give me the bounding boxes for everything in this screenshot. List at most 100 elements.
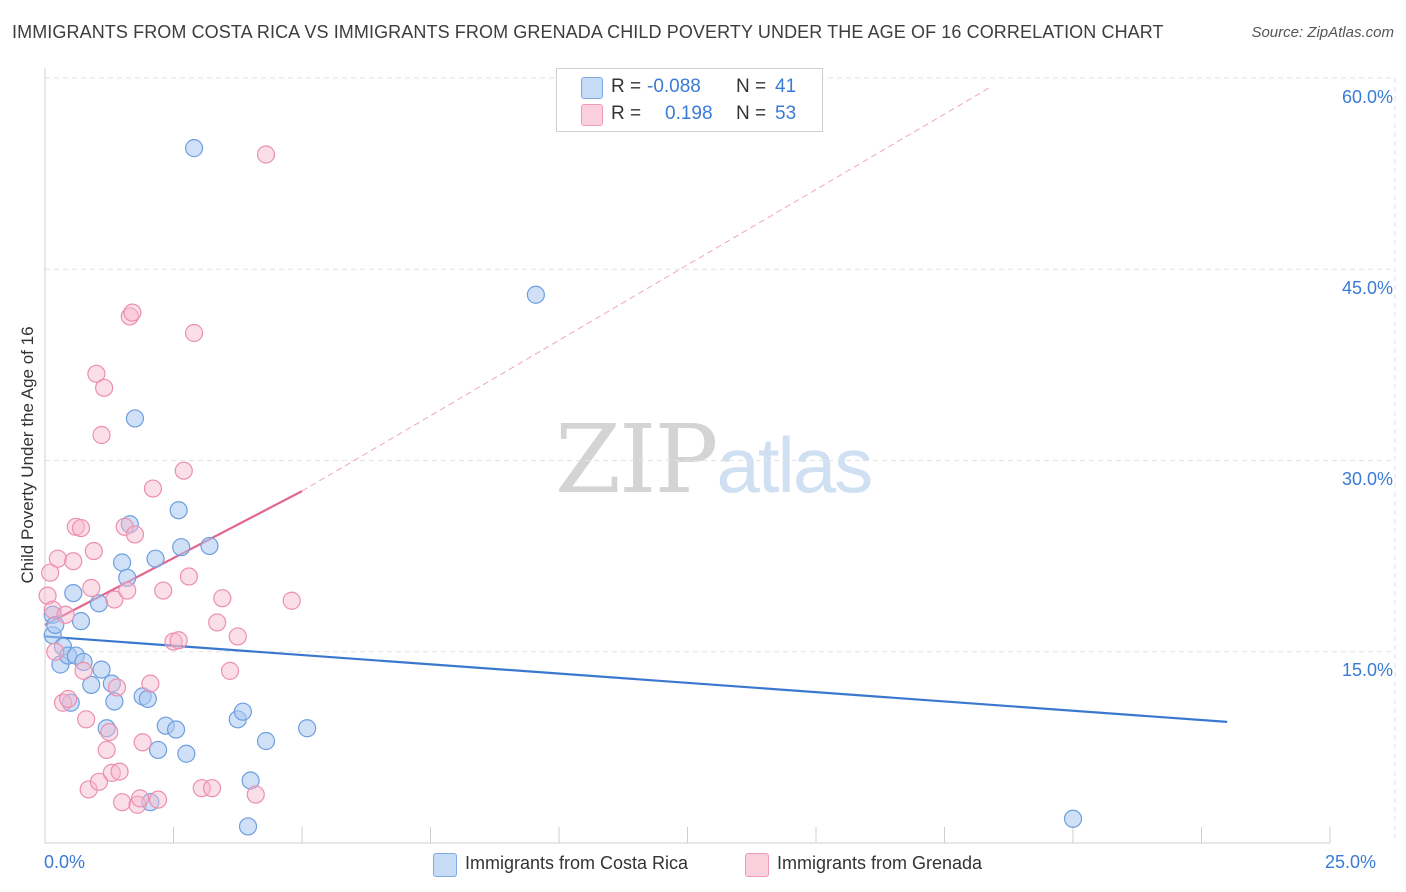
costa-rica-point <box>138 689 157 709</box>
y-tick-label: 15.0% <box>1341 660 1393 680</box>
legend-r-label: R = <box>611 76 642 97</box>
grenada-point <box>228 627 247 646</box>
grenada-point <box>71 518 91 538</box>
grenada-trend-extension <box>301 86 992 492</box>
grenada-point <box>100 722 119 742</box>
grenada-point <box>123 303 142 322</box>
grenada-point <box>282 591 301 610</box>
costa-rica-point <box>238 817 258 836</box>
grenada-trend-line <box>44 490 303 626</box>
costa-rica-point <box>172 538 191 557</box>
costa-rica-point <box>169 501 188 520</box>
y-tick-label: 30.0% <box>1341 469 1393 489</box>
grenada-point <box>192 779 211 798</box>
grenada-point <box>105 590 124 609</box>
bottom-legend-swatch-costa-rica <box>433 853 457 877</box>
grenada-point <box>220 661 240 680</box>
grenada-point <box>82 578 101 598</box>
grenada-point <box>174 461 193 480</box>
legend-r-value: 0.198 <box>665 103 713 124</box>
costa-rica-point <box>256 731 276 751</box>
y-tick-label: 60.0% <box>1341 87 1393 107</box>
grenada-point <box>148 790 168 809</box>
costa-rica-point <box>71 612 91 631</box>
grenada-point <box>246 785 265 804</box>
costa-rica-point <box>92 660 111 679</box>
grenada-point <box>107 678 127 697</box>
costa-rica-point <box>298 719 317 738</box>
grenada-point <box>95 378 114 397</box>
y-axis-label: Child Poverty Under the Age of 16 <box>18 326 37 584</box>
grenada-point <box>154 581 173 600</box>
watermark-logo: ZIPatlas <box>555 405 873 515</box>
legend-r-label: R = <box>611 103 642 124</box>
legend-n-label: N = <box>736 103 767 124</box>
grenada-point <box>213 589 232 608</box>
grenada-point <box>64 552 83 571</box>
legend-n-label: N = <box>736 76 767 97</box>
grenada-point <box>41 563 60 582</box>
grenada-point <box>141 674 160 693</box>
grenada-point <box>46 642 65 661</box>
costa-rica-point <box>112 553 132 572</box>
correlation-legend: R = -0.088 N = 41 R = 0.198 N = 53 <box>556 68 823 132</box>
grenada-point <box>184 323 204 343</box>
grenada-point <box>202 779 222 798</box>
y-tick-label: 45.0% <box>1341 278 1393 298</box>
grenada-point <box>130 789 150 808</box>
grenada-point <box>92 425 111 445</box>
costa-rica-point <box>125 409 145 428</box>
costa-rica-point <box>89 594 109 613</box>
legend-n-value: 53 <box>775 103 797 124</box>
grenada-point <box>74 661 93 680</box>
bottom-legend-swatch-grenada <box>745 853 769 877</box>
grenada-point <box>84 541 103 561</box>
costa-rica-point <box>148 740 168 760</box>
axes <box>44 68 1331 844</box>
grenada-point <box>110 762 129 781</box>
grenada-point <box>56 605 75 624</box>
grenada-point <box>115 517 134 536</box>
legend-swatch-grenada <box>581 104 603 126</box>
legend-n-value: 41 <box>775 76 797 97</box>
costa-rica-point <box>241 771 260 790</box>
source-credit: Source: ZipAtlas.com <box>1251 24 1394 41</box>
costa-rica-point <box>233 702 252 721</box>
grenada-point <box>112 793 132 812</box>
grenada-point <box>179 567 199 586</box>
costa-rica-point <box>105 692 124 711</box>
grenada-point <box>97 740 116 760</box>
grenada-point <box>79 780 98 799</box>
costa-rica-point <box>200 536 219 556</box>
costa-rica-trend-line <box>44 635 1228 723</box>
grenada-point <box>208 613 227 632</box>
grenada-point <box>48 549 67 568</box>
costa-rica-point <box>120 515 139 534</box>
legend-swatch-costa-rica <box>581 77 603 99</box>
grenada-point <box>133 733 152 752</box>
grenada-point <box>59 689 78 709</box>
grenada-point <box>143 479 163 498</box>
costa-rica-point <box>64 583 83 603</box>
grenada-point <box>169 631 188 650</box>
costa-rica-point <box>146 549 165 568</box>
grenada-point <box>118 581 137 600</box>
bottom-legend-label: Immigrants from Grenada <box>777 853 983 873</box>
x-tick-label-min: 0.0% <box>44 852 86 872</box>
x-tick-label-max: 25.0% <box>1325 852 1377 872</box>
grenada-point <box>77 710 96 729</box>
costa-rica-point <box>177 744 196 763</box>
grenada-point <box>87 364 106 383</box>
costa-rica-point <box>1063 809 1083 828</box>
legend-r-value: -0.088 <box>647 76 701 97</box>
costa-rica-point <box>166 720 186 739</box>
grenada-point <box>89 772 109 791</box>
trend-lines <box>44 86 1228 723</box>
grenada-point <box>256 145 276 164</box>
grenada-point <box>102 763 121 782</box>
data-points <box>38 139 1083 836</box>
bottom-legend-label: Immigrants from Costa Rica <box>465 853 689 873</box>
costa-rica-point <box>184 139 204 158</box>
costa-rica-point <box>118 568 137 587</box>
